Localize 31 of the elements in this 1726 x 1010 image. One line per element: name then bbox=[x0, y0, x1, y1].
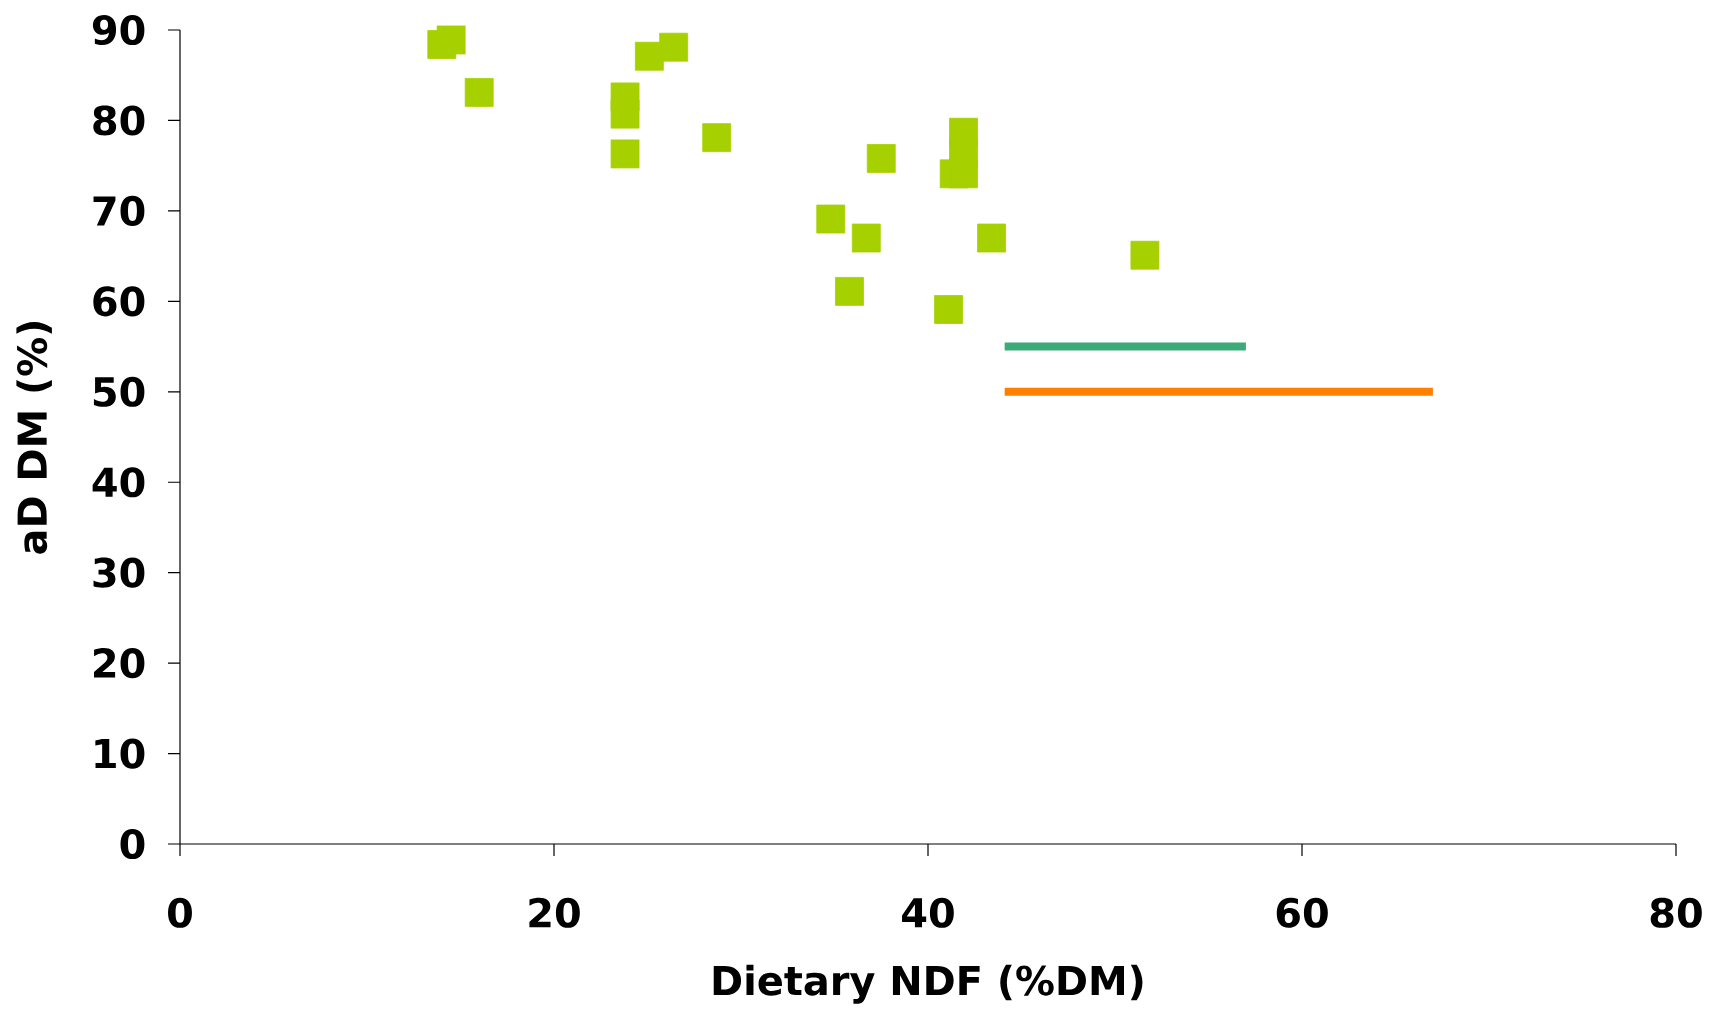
y-tick-label: 80 bbox=[93, 105, 145, 136]
x-axis-title: Dietary NDF (%DM) bbox=[713, 964, 1143, 1004]
x-tick-label: 80 bbox=[1650, 897, 1702, 928]
x-tick-label: 0 bbox=[168, 897, 192, 928]
y-tick-label: 0 bbox=[120, 828, 145, 860]
point bbox=[934, 295, 963, 324]
x-tick-label: 40 bbox=[902, 897, 954, 928]
y-tick-label: 60 bbox=[93, 286, 145, 317]
y-tick-label: 90 bbox=[92, 14, 145, 46]
point bbox=[436, 25, 466, 55]
point bbox=[659, 32, 689, 62]
point bbox=[851, 223, 881, 253]
y-tick-label: 70 bbox=[93, 195, 145, 226]
y-tick-label: 30 bbox=[93, 557, 145, 588]
point bbox=[464, 78, 494, 107]
point bbox=[816, 204, 846, 234]
point bbox=[835, 277, 864, 306]
point bbox=[702, 123, 732, 153]
point bbox=[610, 139, 640, 169]
point bbox=[610, 99, 640, 129]
y-tick-label: 40 bbox=[92, 467, 145, 498]
point bbox=[977, 223, 1006, 253]
y-tick-label: 50 bbox=[93, 376, 145, 407]
point bbox=[866, 144, 896, 173]
point bbox=[1130, 240, 1160, 270]
x-tick-label: 20 bbox=[529, 897, 580, 928]
point bbox=[949, 159, 978, 189]
y-tick-label: 20 bbox=[94, 648, 145, 679]
x-tick-label: 60 bbox=[1276, 897, 1328, 928]
y-axis-title: aD DM (%) bbox=[16, 322, 52, 554]
y-tick-label: 10 bbox=[95, 738, 145, 769]
